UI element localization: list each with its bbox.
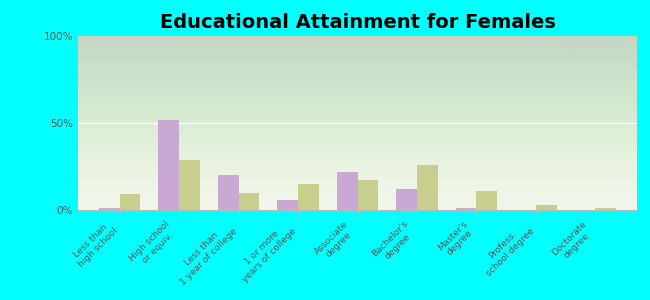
- Bar: [396, 189, 417, 210]
- Title: Educational Attainment for Females: Educational Attainment for Females: [159, 13, 556, 32]
- Bar: [239, 193, 259, 210]
- Bar: [277, 200, 298, 210]
- Bar: [99, 208, 120, 210]
- Bar: [536, 205, 556, 210]
- Bar: [298, 184, 319, 210]
- Bar: [337, 172, 358, 210]
- Bar: [120, 194, 140, 210]
- Bar: [456, 208, 476, 210]
- Bar: [417, 165, 438, 210]
- Bar: [358, 180, 378, 210]
- Bar: [159, 119, 179, 210]
- Bar: [476, 191, 497, 210]
- Bar: [218, 175, 239, 210]
- Text: City-Data.com: City-Data.com: [562, 41, 626, 50]
- Bar: [179, 160, 200, 210]
- Bar: [595, 208, 616, 210]
